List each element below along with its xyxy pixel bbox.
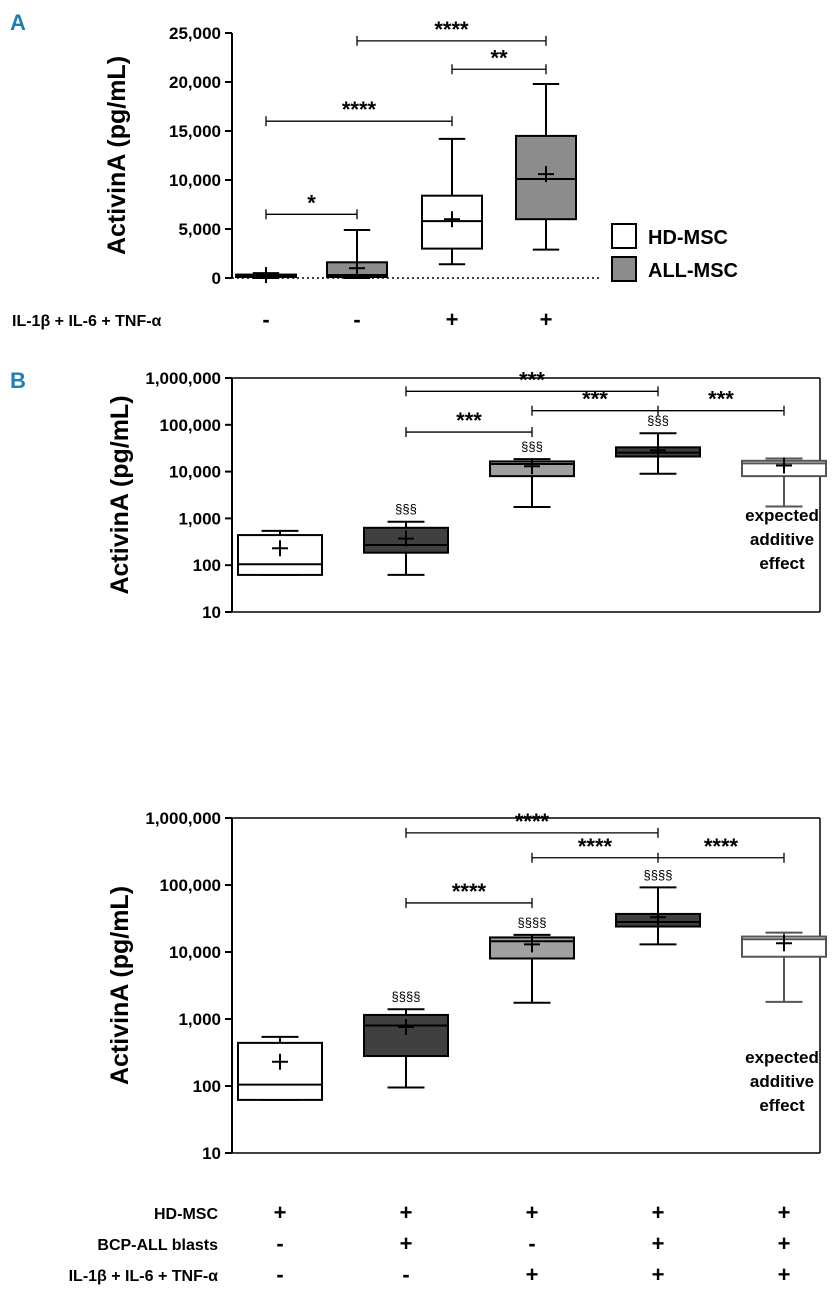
row-b-value: - — [528, 1231, 535, 1256]
significance-label: **** — [452, 879, 487, 904]
significance-label: **** — [515, 809, 550, 834]
row-b-label-cytokines: IL-1β + IL-6 + TNF-α — [69, 1268, 219, 1285]
y-tick-label: 5,000 — [178, 220, 221, 239]
significance-mark: §§§ — [647, 413, 669, 428]
legend-swatch-hd-msc — [611, 223, 637, 249]
y-tick-label: 1,000,000 — [145, 369, 221, 388]
significance-label: **** — [342, 97, 377, 122]
row-b-value: + — [274, 1200, 287, 1225]
significance-mark: §§§§ — [644, 867, 673, 882]
significance-label: **** — [704, 834, 739, 859]
panel-label-a: A — [10, 10, 26, 35]
y-tick-label: 1,000 — [178, 1010, 221, 1029]
row-b-value: + — [400, 1231, 413, 1256]
row-b-value: + — [778, 1231, 791, 1256]
row-b-value: + — [400, 1200, 413, 1225]
row-b-value: - — [276, 1262, 283, 1287]
condition-table-a: IL-1β + IL-6 + TNF-α - - + + — [12, 307, 552, 332]
y-tick-label: 100 — [193, 556, 221, 575]
y-tick-label: 1,000 — [178, 509, 221, 528]
y-tick-label: 10,000 — [169, 171, 221, 190]
row-b-value: + — [526, 1262, 539, 1287]
row-b-value: + — [778, 1200, 791, 1225]
y-tick-label: 10 — [202, 1144, 221, 1163]
row-a-value: + — [540, 307, 553, 332]
box — [237, 1041, 323, 1101]
annotation-text: expected — [745, 1048, 819, 1067]
row-a-value: - — [262, 307, 269, 332]
row-b-value: - — [276, 1231, 283, 1256]
panel-b-chart-bottom: 10 100 1,000 10,000 100,000 1,000,000 ActivinA… — [106, 809, 827, 1163]
significance-label: *** — [519, 367, 545, 392]
row-a-value: - — [353, 307, 360, 332]
y-tick-label: 0 — [212, 269, 221, 288]
significance-label: **** — [434, 17, 469, 42]
legend-label-all-msc: ALL-MSC — [648, 260, 738, 282]
row-b-value: + — [652, 1262, 665, 1287]
row-a-value: + — [446, 307, 459, 332]
condition-table-b: HD-MSC + + + + + BCP-ALL blasts - + - + … — [69, 1200, 791, 1287]
significance-mark: §§§ — [521, 439, 543, 454]
row-b-value: + — [652, 1231, 665, 1256]
y-tick-label: 100,000 — [160, 876, 221, 895]
significance-mark: §§§§ — [518, 915, 547, 930]
row-b-value: + — [526, 1200, 539, 1225]
row-b-label-blasts: BCP-ALL blasts — [97, 1237, 218, 1254]
y-tick-label: 10 — [202, 603, 221, 622]
significance-mark: §§§ — [395, 502, 417, 517]
y-axis-label: ActivinA (pg/mL) — [103, 56, 131, 255]
row-a-label: IL-1β + IL-6 + TNF-α — [12, 313, 162, 330]
row-b-value: + — [778, 1262, 791, 1287]
significance-label: ** — [490, 45, 508, 70]
y-tick-label: 20,000 — [169, 73, 221, 92]
y-axis-label: ActivinA (pg/mL) — [106, 395, 134, 594]
legend: HD-MSC ALL-MSC — [611, 223, 738, 282]
significance-label: *** — [456, 408, 482, 433]
significance-label: **** — [578, 834, 613, 859]
annotation-text: expected — [745, 506, 819, 525]
significance-label: *** — [582, 387, 608, 412]
panel-a-chart: 0 5,000 10,000 15,000 20,000 25,000 ActivinA (… — [103, 17, 600, 288]
y-tick-label: 10,000 — [169, 943, 221, 962]
annotation-text: effect — [759, 1096, 805, 1115]
panel-label-b: B — [10, 368, 26, 393]
panel-b-chart-top: 10 100 1,000 10,000 100,000 1,000,000 ActivinA… — [106, 367, 827, 622]
legend-swatch-all-msc — [611, 256, 637, 282]
y-tick-label: 25,000 — [169, 24, 221, 43]
significance-label: *** — [708, 387, 734, 412]
significance-mark: §§§§ — [392, 989, 421, 1004]
row-b-label-hd-msc: HD-MSC — [154, 1206, 218, 1223]
significance-label: * — [307, 190, 316, 215]
legend-label-hd-msc: HD-MSC — [648, 227, 728, 249]
y-tick-label: 100,000 — [160, 416, 221, 435]
y-tick-label: 100 — [193, 1077, 221, 1096]
annotation-text: effect — [759, 554, 805, 573]
row-b-value: + — [652, 1200, 665, 1225]
y-tick-label: 1,000,000 — [145, 809, 221, 828]
y-tick-label: 10,000 — [169, 463, 221, 482]
annotation-text: additive — [750, 1072, 814, 1091]
y-axis-label: ActivinA (pg/mL) — [106, 886, 134, 1085]
annotation-text: additive — [750, 530, 814, 549]
y-tick-label: 15,000 — [169, 122, 221, 141]
row-b-value: - — [402, 1262, 409, 1287]
